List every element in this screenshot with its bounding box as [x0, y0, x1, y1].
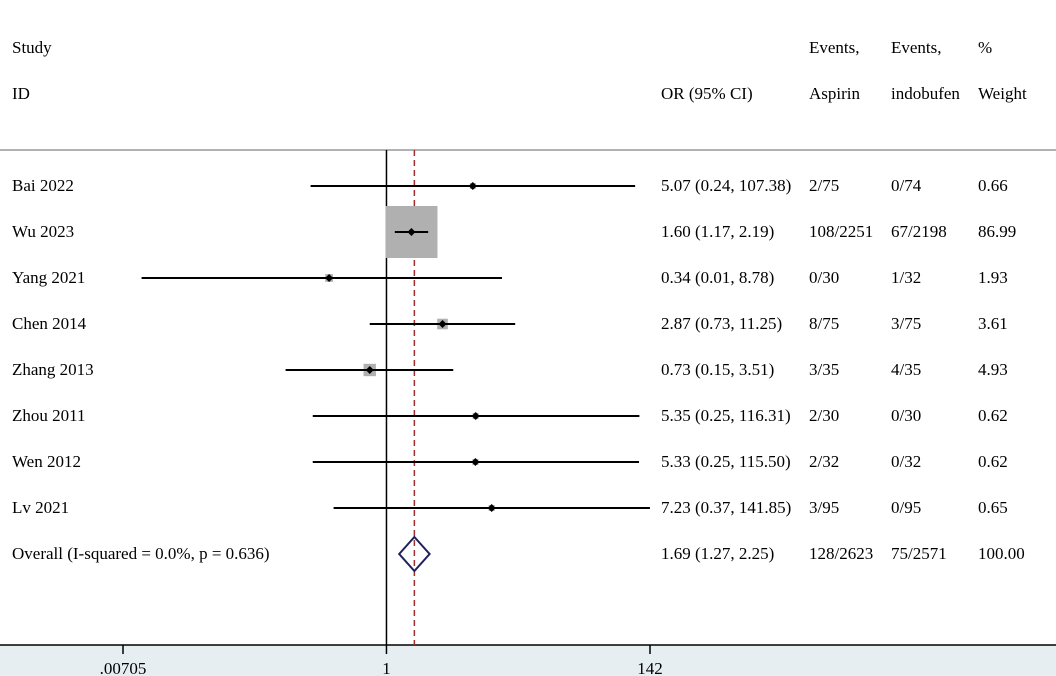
study-or-ci: 0.34 (0.01, 8.78) — [661, 268, 775, 287]
study-events-indobufen: 67/2198 — [891, 222, 947, 241]
study-events-aspirin: 2/32 — [809, 452, 840, 471]
study-events-indobufen: 0/30 — [891, 406, 922, 425]
study-point — [471, 458, 480, 466]
header-events-indobufen-2: indobufen — [891, 84, 960, 103]
study-events-indobufen: 1/32 — [891, 268, 922, 287]
study-events-indobufen: 0/32 — [891, 452, 922, 471]
study-weight: 0.66 — [978, 176, 1008, 195]
header-or: OR (95% CI) — [661, 84, 753, 103]
header-events-indobufen-1: Events, — [891, 38, 942, 57]
study-events-aspirin: 3/35 — [809, 360, 840, 379]
header-weight-2: Weight — [978, 84, 1027, 103]
x-tick-label: 142 — [637, 659, 663, 676]
study-events-aspirin: 108/2251 — [809, 222, 874, 241]
overall-weight: 100.00 — [978, 544, 1025, 563]
study-weight: 3.61 — [978, 314, 1008, 333]
overall-diamond — [397, 535, 431, 573]
study-or-ci: 1.60 (1.17, 2.19) — [661, 222, 775, 241]
study-events-aspirin: 3/95 — [809, 498, 840, 517]
study-weight: 0.62 — [978, 406, 1008, 425]
study-point — [438, 320, 447, 328]
study-point — [471, 412, 480, 420]
study-id: Zhou 2011 — [12, 406, 86, 425]
study-events-aspirin: 2/30 — [809, 406, 840, 425]
overall-events-indobufen: 75/2571 — [891, 544, 947, 563]
study-id: Wu 2023 — [12, 222, 75, 241]
study-or-ci: 2.87 (0.73, 11.25) — [661, 314, 783, 333]
study-events-aspirin: 2/75 — [809, 176, 840, 195]
study-events-aspirin: 0/30 — [809, 268, 840, 287]
study-point — [407, 228, 416, 236]
study-id: Wen 2012 — [12, 452, 81, 471]
overall-label: Overall (I-squared = 0.0%, p = 0.636) — [12, 544, 270, 563]
study-weight: 1.93 — [978, 268, 1008, 287]
study-events-indobufen: 4/35 — [891, 360, 922, 379]
study-events-indobufen: 0/95 — [891, 498, 922, 517]
study-id: Chen 2014 — [12, 314, 87, 333]
header-events-aspirin-2: Aspirin — [809, 84, 860, 103]
study-weight: 86.99 — [978, 222, 1017, 241]
header-id: ID — [12, 84, 30, 103]
study-point — [468, 182, 477, 190]
study-point — [365, 366, 374, 374]
overall-or-ci: 1.69 (1.27, 2.25) — [661, 544, 775, 563]
header-events-aspirin-1: Events, — [809, 38, 860, 57]
x-tick-label: .00705 — [100, 659, 147, 676]
study-weight: 0.62 — [978, 452, 1008, 471]
study-or-ci: 7.23 (0.37, 141.85) — [661, 498, 792, 517]
study-events-indobufen: 3/75 — [891, 314, 922, 333]
study-weight: 4.93 — [978, 360, 1008, 379]
study-point — [325, 274, 334, 282]
study-events-aspirin: 8/75 — [809, 314, 840, 333]
study-or-ci: 5.07 (0.24, 107.38) — [661, 176, 792, 195]
study-id: Lv 2021 — [12, 498, 70, 517]
study-id: Bai 2022 — [12, 176, 74, 195]
header-weight-1: % — [978, 38, 993, 57]
study-weight: 0.65 — [978, 498, 1008, 517]
header-study: Study — [12, 38, 52, 57]
study-or-ci: 5.33 (0.25, 115.50) — [661, 452, 791, 471]
study-or-ci: 0.73 (0.15, 3.51) — [661, 360, 775, 379]
overall-events-aspirin: 128/2623 — [809, 544, 874, 563]
x-tick-label: 1 — [382, 659, 391, 676]
study-point — [487, 504, 496, 512]
axis-band — [0, 645, 1056, 676]
study-id: Zhang 2013 — [12, 360, 94, 379]
study-events-indobufen: 0/74 — [891, 176, 922, 195]
study-or-ci: 5.35 (0.25, 116.31) — [661, 406, 791, 425]
study-id: Yang 2021 — [12, 268, 86, 287]
